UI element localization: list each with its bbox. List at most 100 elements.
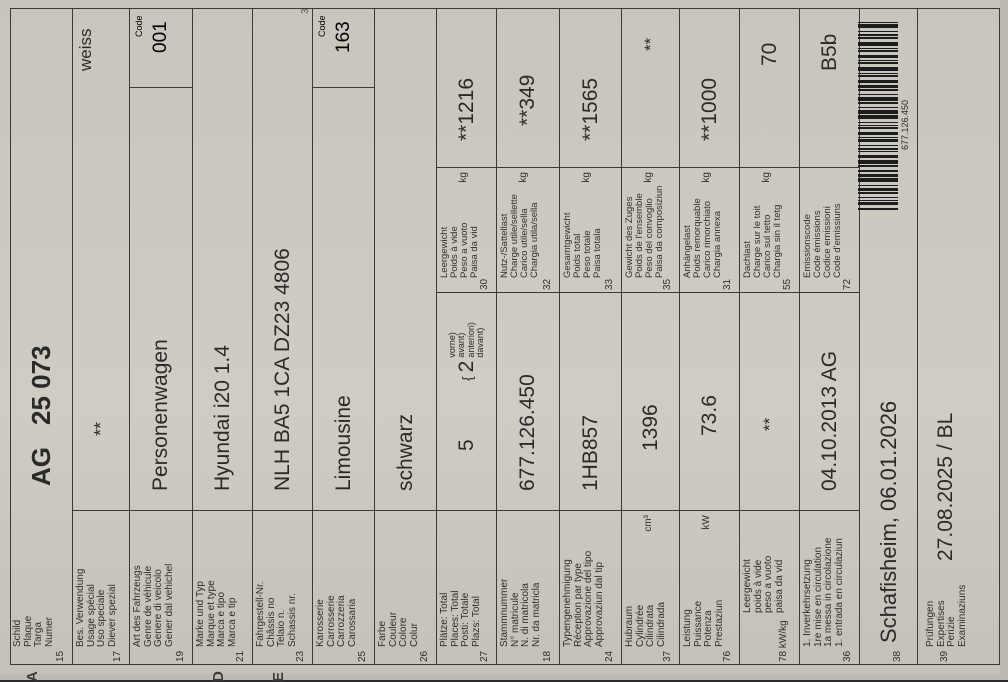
label: Leergewicht <box>742 559 753 613</box>
total-weight-value: **1565 <box>578 77 602 141</box>
barcode-bar <box>858 200 898 201</box>
barcode-bar <box>858 155 898 158</box>
field-number: 25 <box>356 650 368 662</box>
barcode-bar <box>858 62 898 64</box>
field-number: 37 <box>661 650 673 662</box>
label: Approvaziun dal tip <box>593 561 605 647</box>
barcode-bar <box>858 208 898 210</box>
barcode-bar <box>858 73 898 74</box>
barcode-bar <box>858 60 898 61</box>
barcode <box>858 20 898 210</box>
field-number: 17 <box>111 650 123 662</box>
first-registration-value: 04.10.2013 AG <box>817 350 841 491</box>
field-number: 18 <box>541 650 553 662</box>
empty-weight-value: **1216 <box>454 77 478 141</box>
field-inspections: 39 Prüfungen Expertises Perizie Examinaziun… <box>918 8 1000 665</box>
unit: kg <box>458 172 469 183</box>
power-value: 73.6 <box>697 395 721 436</box>
field-number: 26 <box>418 650 430 662</box>
barcode-bar <box>858 148 898 150</box>
label: Marca e tipo <box>216 591 227 647</box>
field-power-weight: 78 kW/kg Leergewicht poids à vide peso a v… <box>740 8 800 665</box>
barcode-bar <box>858 55 898 58</box>
label: Chargia annexa <box>712 210 723 278</box>
label: Targa <box>33 621 44 647</box>
barcode-bar <box>858 178 898 182</box>
barcode-bar <box>858 24 898 28</box>
label: 1. entrada en circulaziun <box>833 538 845 647</box>
field-number: 23 <box>294 650 306 662</box>
margin-letter-d: D <box>210 671 227 682</box>
barcode-bar <box>858 110 898 114</box>
barcode-bar <box>858 48 898 49</box>
barcode-bar <box>858 89 898 91</box>
field-number: 31 <box>722 278 733 290</box>
payload-value: **349 <box>516 74 539 126</box>
special-use-value: ** <box>90 421 111 436</box>
field-number: 33 <box>604 278 615 290</box>
field-power: 76 kW Leistung Puissance Potenza Prestaziun … <box>680 8 740 665</box>
field-number: 36 <box>841 650 853 662</box>
barcode-bar <box>858 165 898 167</box>
barcode-bar <box>858 125 898 126</box>
code-label: Code <box>317 15 327 37</box>
power-weight-value: ** <box>759 417 779 431</box>
label: Stammnummer <box>499 578 510 647</box>
label: Karosserie <box>315 599 326 647</box>
label: Carrozzeria <box>336 595 347 647</box>
code-value: 163 <box>333 21 354 53</box>
barcode-bar <box>858 151 898 152</box>
label: Marca e tip <box>226 597 238 647</box>
body-value: Limousine <box>331 395 355 491</box>
emission-code-value: B5b <box>817 33 841 71</box>
field-chassis: 23 Fahrgestell-Nr. Châssis no Telaio n. Sch… <box>253 8 313 665</box>
label: N. di matricola <box>520 583 531 647</box>
label: Diever spezial <box>106 584 118 647</box>
barcode-bar <box>858 37 898 39</box>
plate-number: 25 073 <box>25 345 56 425</box>
code-cell: Code 001 <box>130 8 192 88</box>
field-number: 24 <box>603 650 615 662</box>
label: Farbe <box>377 620 388 647</box>
label: Leistung <box>682 609 693 647</box>
displacement-value: 1396 <box>638 404 662 451</box>
seats-front: 2 <box>454 360 478 373</box>
barcode-bar <box>858 185 898 186</box>
label: Typengenehmigung <box>562 559 573 647</box>
field-first-registration: 36 1. Inverkehrsetzung 1re mise en circul… <box>800 8 860 665</box>
issue-place-date: Schafisheim, 06.01.2026 <box>875 400 901 643</box>
barcode-bar <box>858 115 898 119</box>
field-plate: 15 Schild Plaque Targa Numer AG 25 073 <box>10 8 73 665</box>
label: Approvazione del tipo <box>583 550 594 647</box>
label: 1. Inverkehrsetzung <box>802 559 813 647</box>
label: davant) <box>475 327 485 358</box>
barcode-number: 677.126.450 <box>900 99 910 150</box>
train-weight-value: ** <box>640 37 660 51</box>
unit: kg <box>701 172 712 183</box>
barcode-bar <box>858 97 898 101</box>
matricule-value: 677.126.450 <box>516 374 539 491</box>
chassis-value: NLH BA5 1CA DZ23 4806 <box>270 248 294 491</box>
barcode-bar <box>858 50 898 52</box>
barcode-bar <box>858 67 898 71</box>
plate-canton: AG <box>25 447 56 486</box>
barcode-bar <box>858 197 898 198</box>
label: Prestaziun <box>713 599 725 647</box>
code-value: 001 <box>150 21 171 53</box>
code-cell: Code 163 <box>313 8 374 88</box>
label: Paisa da composiziun <box>654 185 665 278</box>
field-seats: 27 Plätze: Total Places: Total Posti: Tota… <box>437 8 497 665</box>
field-make-model: 21 Marke und Typ Marque et type Marca e ti… <box>193 8 253 665</box>
label: Nr. da matricla <box>530 582 542 647</box>
label: Carossaria <box>346 598 358 647</box>
label: Uso speciale <box>96 589 107 647</box>
field-number: 78 <box>777 650 789 662</box>
code-label: Code <box>134 15 144 37</box>
barcode-bar <box>858 42 898 46</box>
barcode-bar <box>858 34 898 36</box>
field-number: 76 <box>721 650 733 662</box>
field-number: 19 <box>174 650 186 662</box>
barcode-bar <box>858 94 898 95</box>
field-special-use: 17 Bes. Verwendung Usage spécial Uso speci… <box>73 8 130 665</box>
label: Numer <box>43 616 55 647</box>
